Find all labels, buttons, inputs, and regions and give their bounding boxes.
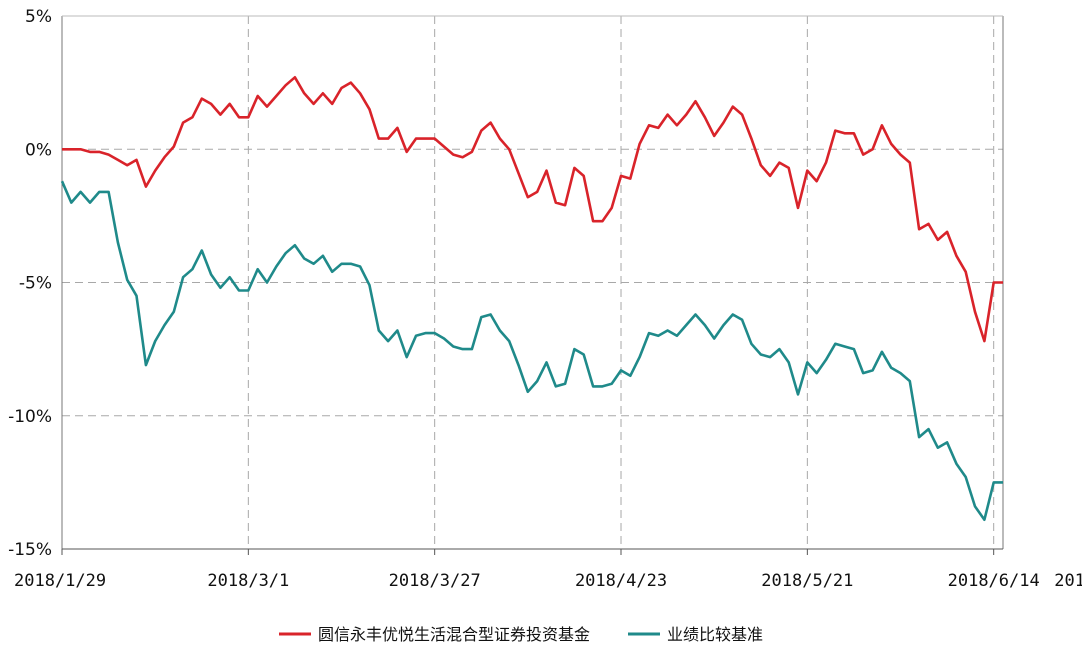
x-tick-label: 2018/1/29 [14, 571, 106, 591]
y-tick-label: -10% [8, 407, 52, 427]
series-lines [60, 76, 1003, 522]
x-tick-label: 2018/06/30 [1054, 571, 1082, 591]
x-axis-ticks: 2018/1/29 2018/3/1 2018/3/27 2018/4/23 2018/… [14, 549, 1082, 591]
x-tick-label: 2018/5/21 [761, 571, 853, 591]
x-tick-label: 2018/6/14 [948, 571, 1040, 591]
legend-label-benchmark: 业绩比较基准 [667, 625, 763, 644]
fund-return-line [62, 76, 1003, 343]
legend-label-fund: 圆信永丰优悦生活混合型证券投资基金 [318, 625, 590, 644]
x-tick-label: 2018/3/27 [389, 571, 481, 591]
y-tick-label: 0% [25, 140, 52, 160]
legend: 圆信永丰优悦生活混合型证券投资基金 业绩比较基准 [279, 625, 763, 644]
x-tick-label: 2018/4/23 [575, 571, 667, 591]
grid-lines [62, 16, 1003, 549]
y-axis-ticks: 5% 0% -5% -10% -15% [8, 7, 52, 560]
y-tick-label: 5% [25, 7, 52, 27]
y-tick-label: -15% [8, 540, 52, 560]
y-tick-label: -5% [19, 274, 52, 294]
x-tick-label: 2018/3/1 [207, 571, 289, 591]
benchmark-line [60, 180, 1003, 522]
